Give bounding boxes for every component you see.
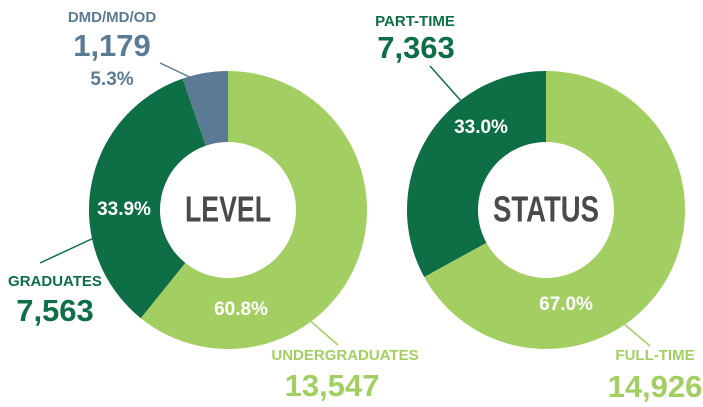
center-label: LEVEL bbox=[185, 189, 271, 230]
leader-line bbox=[299, 311, 339, 346]
category-label: GRADUATES bbox=[8, 273, 102, 290]
category-label: FULL-TIME bbox=[615, 347, 694, 364]
percent-label: 67.0% bbox=[539, 294, 593, 315]
count-label: 7,563 bbox=[16, 293, 94, 328]
category-label: DMD/MD/OD bbox=[68, 9, 156, 26]
count-label: 13,547 bbox=[285, 368, 380, 403]
donut-segment bbox=[407, 71, 546, 277]
percent-label: 5.3% bbox=[90, 69, 133, 90]
leader-line bbox=[39, 236, 97, 264]
count-label: 14,926 bbox=[608, 369, 703, 404]
donut-segment bbox=[424, 71, 685, 350]
leader-line bbox=[429, 65, 463, 103]
count-label: 1,179 bbox=[73, 28, 151, 63]
leader-line bbox=[616, 317, 651, 347]
percent-label: 33.9% bbox=[97, 199, 151, 220]
category-label: UNDERGRADUATES bbox=[271, 347, 418, 364]
donut-segment bbox=[89, 78, 206, 319]
percent-label: 60.8% bbox=[214, 299, 268, 320]
donut-segment bbox=[182, 71, 228, 146]
category-label: PART-TIME bbox=[375, 13, 455, 30]
donut-segment bbox=[140, 71, 367, 349]
percent-label: 33.0% bbox=[454, 117, 508, 138]
center-label: STATUS bbox=[493, 189, 599, 230]
leader-line bbox=[159, 62, 197, 81]
count-label: 7,363 bbox=[377, 30, 455, 65]
